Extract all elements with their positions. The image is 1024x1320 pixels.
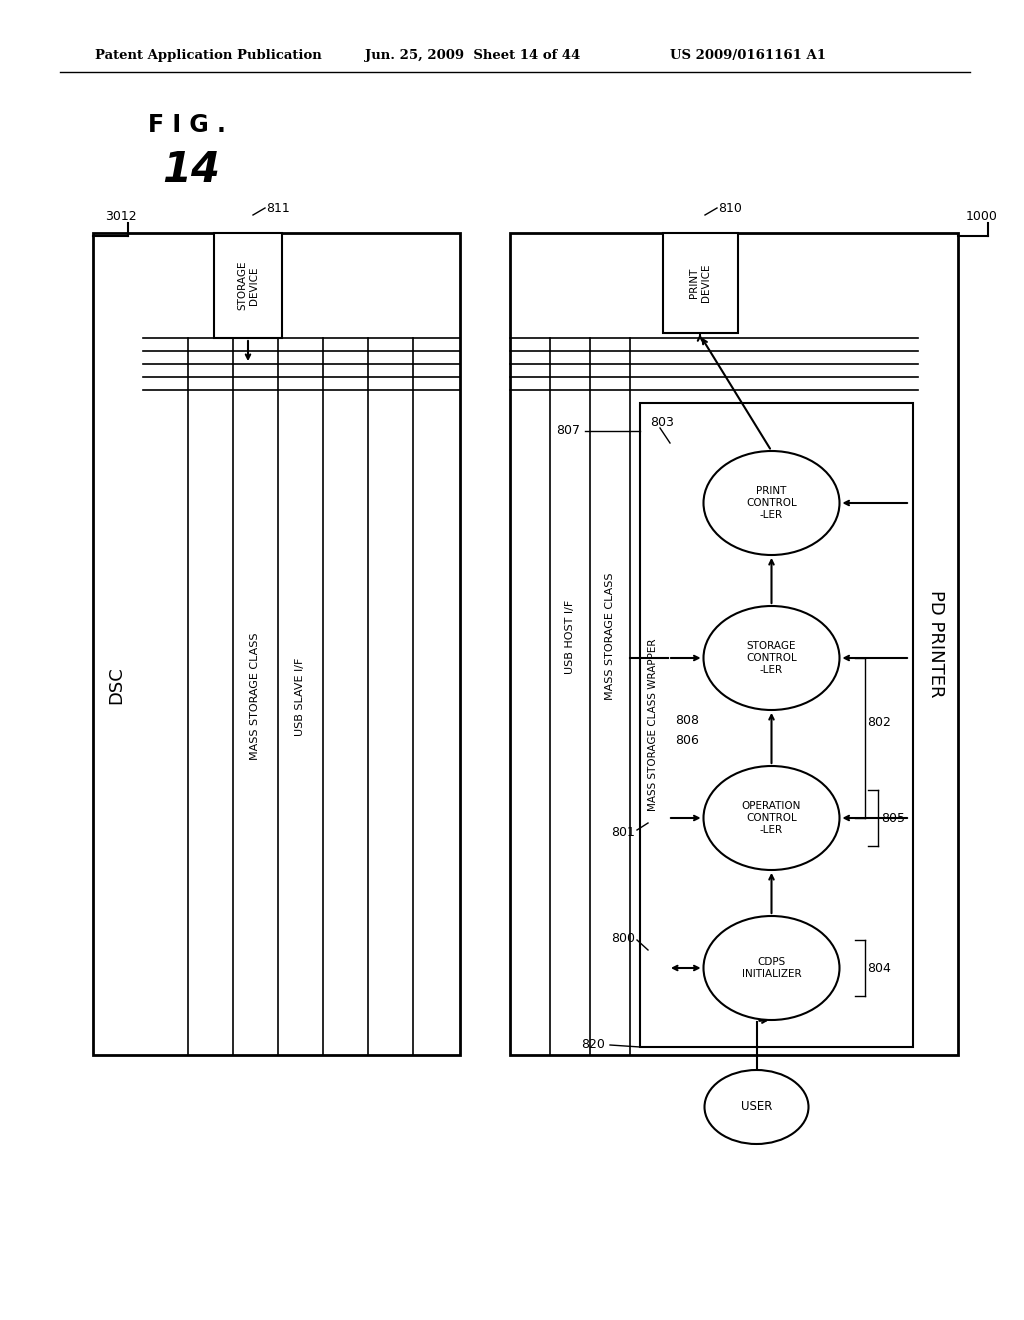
Ellipse shape [703, 606, 840, 710]
Text: 805: 805 [882, 812, 905, 825]
Text: PRINT
DEVICE: PRINT DEVICE [689, 264, 711, 302]
Text: PD PRINTER: PD PRINTER [927, 590, 945, 698]
Text: 803: 803 [650, 417, 674, 429]
Text: 14: 14 [162, 149, 220, 191]
Text: 3012: 3012 [105, 210, 136, 223]
Text: 806: 806 [675, 734, 698, 747]
Text: 804: 804 [867, 961, 891, 974]
Text: STORAGE
CONTROL
-LER: STORAGE CONTROL -LER [746, 642, 797, 675]
Text: PRINT
CONTROL
-LER: PRINT CONTROL -LER [746, 486, 797, 520]
Text: 810: 810 [718, 202, 741, 214]
Text: OPERATION
CONTROL
-LER: OPERATION CONTROL -LER [741, 801, 801, 834]
Text: DSC: DSC [106, 667, 125, 704]
Text: 800: 800 [611, 932, 635, 945]
Bar [640, 403, 913, 1047]
Text: USB HOST I/F: USB HOST I/F [565, 599, 575, 673]
Ellipse shape [703, 766, 840, 870]
Text: CDPS
INITIALIZER: CDPS INITIALIZER [741, 957, 802, 979]
Text: Patent Application Publication: Patent Application Publication [95, 49, 322, 62]
Text: 820: 820 [582, 1039, 605, 1052]
Text: F I G .: F I G . [148, 114, 226, 137]
Text: MASS STORAGE CLASS WRAPPER: MASS STORAGE CLASS WRAPPER [648, 639, 658, 812]
Text: Jun. 25, 2009  Sheet 14 of 44: Jun. 25, 2009 Sheet 14 of 44 [365, 49, 581, 62]
Bar [214, 234, 282, 338]
Text: USER: USER [740, 1101, 772, 1114]
Text: 801: 801 [611, 826, 635, 840]
Ellipse shape [703, 451, 840, 554]
Text: US 2009/0161161 A1: US 2009/0161161 A1 [670, 49, 826, 62]
Text: STORAGE
DEVICE: STORAGE DEVICE [238, 261, 259, 310]
Ellipse shape [705, 1071, 809, 1144]
Bar [93, 234, 460, 1055]
Text: 808: 808 [675, 714, 699, 726]
Text: 1000: 1000 [966, 210, 997, 223]
Text: 811: 811 [266, 202, 290, 214]
Text: 802: 802 [867, 717, 891, 730]
Text: 807: 807 [556, 425, 580, 437]
Text: MASS STORAGE CLASS: MASS STORAGE CLASS [250, 632, 260, 760]
Text: USB SLAVE I/F: USB SLAVE I/F [295, 657, 305, 735]
Text: MASS STORAGE CLASS: MASS STORAGE CLASS [605, 573, 615, 700]
Bar [663, 234, 737, 333]
Ellipse shape [703, 916, 840, 1020]
Bar [510, 234, 958, 1055]
